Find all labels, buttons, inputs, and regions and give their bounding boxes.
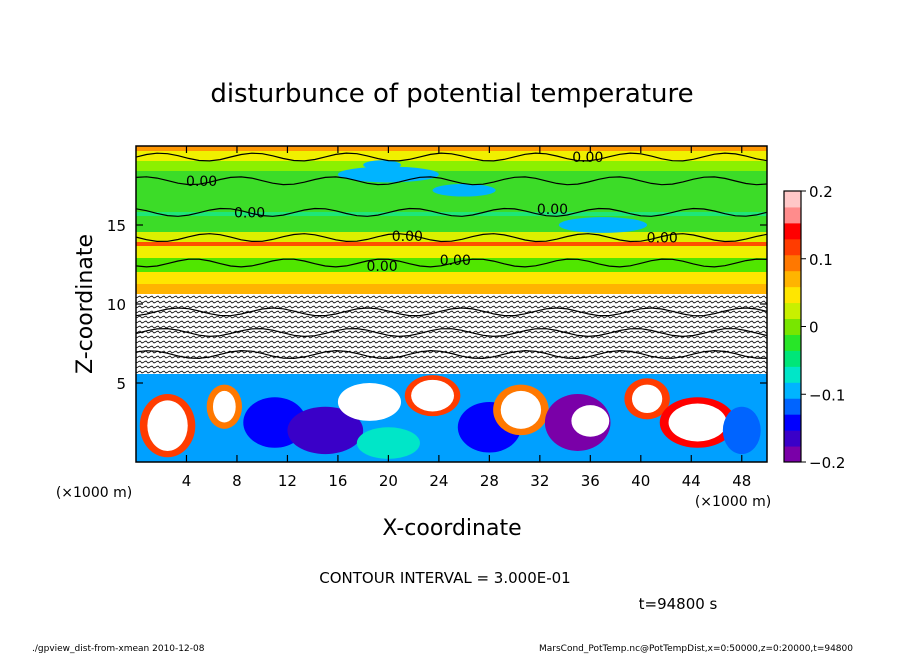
upper-blobs <box>337 160 648 233</box>
colorbar-swatch <box>784 382 801 399</box>
x-tick-label: 20 <box>379 472 398 490</box>
y-ticks: 5 10 15 <box>107 217 767 393</box>
field-blob <box>668 403 727 442</box>
field-blob <box>212 390 236 423</box>
red-band <box>136 242 767 246</box>
contour-label: 0.00 <box>186 174 217 190</box>
x-tick-label: 32 <box>530 472 549 490</box>
x-tick-label: 4 <box>182 472 192 490</box>
colorbar-swatch <box>784 398 801 415</box>
y-tick-label: 5 <box>116 375 126 393</box>
y-unit-label: (×1000 m) <box>56 485 132 501</box>
colorbar-swatch <box>784 430 801 447</box>
contour-line <box>136 307 767 317</box>
x-unit-label: (×1000 m) <box>695 494 771 510</box>
upper-band-lightgreen <box>136 161 767 171</box>
contour-label: 0.00 <box>234 205 265 221</box>
colorbar-swatch <box>784 206 801 224</box>
lower-blobs <box>139 375 761 459</box>
footer-right: MarsCond_PotTemp.nc@PotTempDist,x=0:5000… <box>539 644 853 654</box>
contour-label: 0.00 <box>392 229 423 245</box>
colorbar-swatch <box>784 254 801 272</box>
colorbar-swatch <box>784 318 801 335</box>
colorbar-tick-label: 0 <box>809 319 819 337</box>
field-patch <box>363 160 402 170</box>
contour-lines <box>136 152 767 360</box>
colorbar-swatch <box>784 334 801 351</box>
x-tick-label: 12 <box>278 472 297 490</box>
x-tick-label: 16 <box>328 472 347 490</box>
x-tick-label: 24 <box>429 472 448 490</box>
time-label: t=94800 s <box>639 595 718 613</box>
colorbar-swatch <box>784 286 801 304</box>
x-tick-label: 40 <box>631 472 650 490</box>
yellow-band-3 <box>136 272 767 284</box>
field-blob <box>631 384 663 414</box>
colorbar-tick-label: 0.1 <box>809 251 833 269</box>
colorbar-tick-label: 0.2 <box>809 183 833 201</box>
contour-line <box>136 349 767 360</box>
top-band-yellow <box>136 151 767 161</box>
field-blob <box>571 405 610 437</box>
x-ticks: 4 8 12 16 20 24 28 32 36 40 44 48 <box>182 146 751 490</box>
x-tick-label: 44 <box>682 472 701 490</box>
field-blob <box>411 379 455 412</box>
colorbar-swatch <box>784 191 801 208</box>
footer-left: ./gpview_dist-from-xmean 2010-12-08 <box>32 644 205 654</box>
colorbar-swatch <box>784 222 801 240</box>
yellow-band-1 <box>136 232 767 242</box>
x-tick-label: 48 <box>732 472 751 490</box>
top-band-orange <box>136 146 767 151</box>
yellow-band-2 <box>136 246 767 258</box>
contour-label: 0.00 <box>440 253 471 269</box>
colorbar: 0.2 0.1 0 −0.1 −0.2 <box>783 183 845 472</box>
colorbar-tick-label: −0.1 <box>809 386 845 404</box>
contour-line <box>136 207 767 217</box>
contour-label: 0.00 <box>367 259 398 275</box>
y-tick-label: 10 <box>107 296 126 314</box>
x-axis-label: X-coordinate <box>382 516 521 541</box>
contour-label: 0.00 <box>647 231 678 247</box>
contour-labels: 0.00 0.00 0.00 0.00 0.00 0.00 0.00 0.00 <box>186 150 678 275</box>
field-patch <box>432 183 496 197</box>
contour-line <box>136 152 767 162</box>
colorbar-swatch <box>784 238 801 256</box>
contour-line <box>136 176 767 186</box>
colorbar-swatch <box>784 366 801 383</box>
y-axis-label: Z-coordinate <box>73 234 98 374</box>
colorbar-swatch <box>784 414 801 431</box>
field-blob <box>500 390 542 429</box>
field-patch <box>558 217 648 233</box>
field-blob <box>287 406 364 455</box>
colorbar-swatch <box>784 270 801 288</box>
y-tick-label: 15 <box>107 217 126 235</box>
chart-title: disturbunce of potential temperature <box>210 79 693 109</box>
x-tick-label: 28 <box>480 472 499 490</box>
green-band-2 <box>136 258 767 272</box>
contour-line <box>136 233 767 243</box>
colorbar-swatch <box>784 302 801 320</box>
orange-band <box>136 284 767 294</box>
contour-interval: CONTOUR INTERVAL = 3.000E-01 <box>319 569 570 587</box>
colorbar-swatch <box>784 350 801 367</box>
x-tick-label: 36 <box>581 472 600 490</box>
contour-line <box>136 258 767 268</box>
colorbar-swatch <box>784 446 801 463</box>
plot-area: 0.00 0.00 0.00 0.00 0.00 0.00 0.00 0.00 <box>136 146 767 462</box>
contour-line <box>136 327 767 338</box>
colorbar-tick-label: −0.2 <box>809 454 845 472</box>
field-blob <box>356 427 420 459</box>
field-blob <box>337 383 402 421</box>
field-blob <box>147 400 188 451</box>
contour-label: 0.00 <box>537 202 568 218</box>
contour-label: 0.00 <box>572 150 603 166</box>
turbulent-layer <box>136 294 767 374</box>
cyan-stripe-1 <box>136 212 767 216</box>
x-tick-label: 8 <box>232 472 242 490</box>
field-blob <box>722 406 761 455</box>
